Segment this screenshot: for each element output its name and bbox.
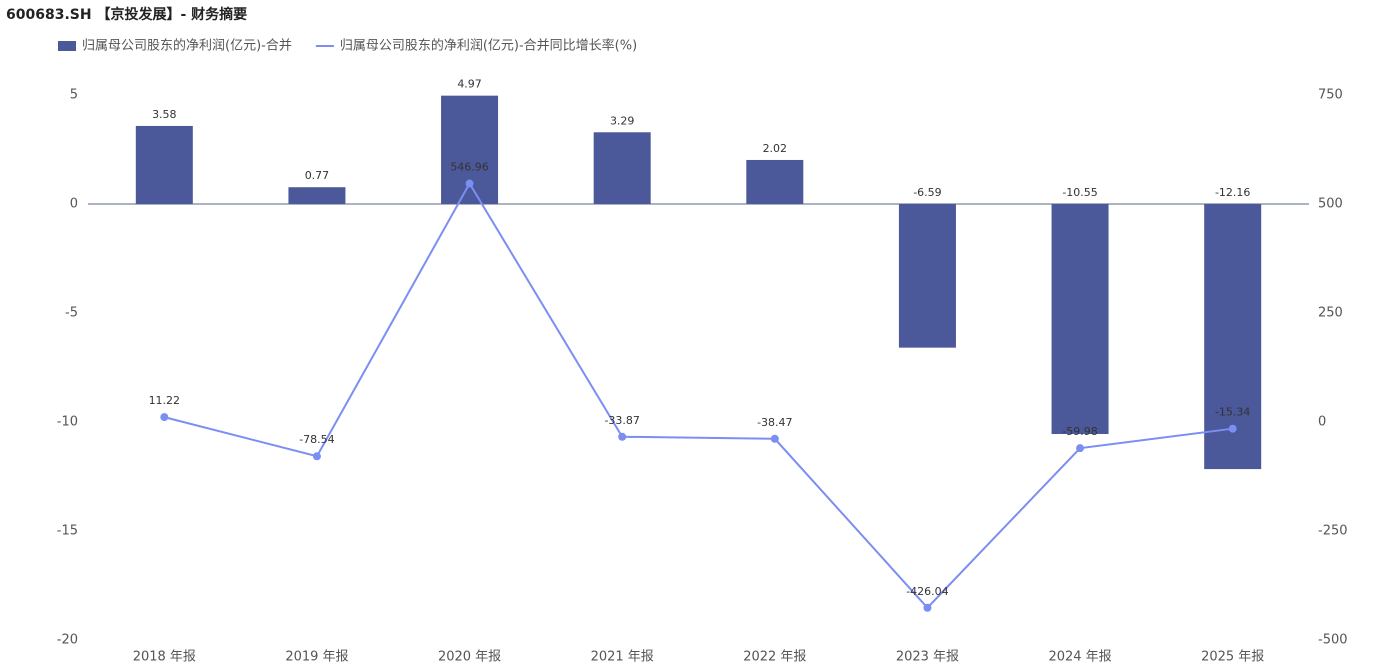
line-value-label: 546.96	[450, 161, 489, 174]
x-tick-label: 2024 年报	[1048, 650, 1111, 665]
x-tick-label: 2022 年报	[743, 650, 806, 665]
x-tick-label: 2018 年报	[133, 650, 196, 665]
bar-value-label: -12.16	[1215, 186, 1250, 199]
line-point	[160, 413, 169, 422]
bar	[288, 187, 346, 204]
legend-label: 归属母公司股东的净利润(亿元)-合并	[82, 38, 292, 54]
bar	[593, 132, 651, 204]
y2-tick-label: 250	[1318, 306, 1343, 321]
y2-tick-label: 0	[1318, 415, 1326, 430]
bar-value-label: 2.02	[763, 142, 788, 155]
line-point	[1228, 424, 1237, 433]
y-tick-label: -5	[65, 306, 78, 321]
line-point	[465, 179, 474, 188]
y-tick-label: -10	[57, 415, 78, 430]
x-tick-label: 2020 年报	[438, 650, 501, 665]
x-tick-label: 2023 年报	[896, 650, 959, 665]
x-tick-label: 2025 年报	[1201, 650, 1264, 665]
line-point	[770, 434, 779, 443]
bar-value-label: 3.29	[610, 114, 635, 127]
y-tick-label: -20	[57, 633, 78, 648]
bar-value-label: 0.77	[305, 169, 330, 182]
legend-label: 归属母公司股东的净利润(亿元)-合并同比增长率(%)	[340, 38, 637, 54]
line	[164, 181, 1233, 610]
legend-swatch	[58, 41, 76, 51]
line-point	[618, 432, 627, 441]
line-point	[923, 603, 932, 612]
bar	[746, 159, 804, 204]
line-value-label: 11.22	[149, 394, 181, 407]
y-tick-label: 5	[70, 88, 78, 103]
y-tick-label: -15	[57, 524, 78, 539]
x-tick-label: 2019 年报	[285, 650, 348, 665]
y2-tick-label: -500	[1318, 633, 1348, 648]
line-value-label: -426.04	[906, 585, 948, 598]
line-value-label: -15.34	[1215, 406, 1250, 419]
bar-value-label: -6.59	[913, 186, 941, 199]
bar	[1051, 204, 1109, 434]
bar	[135, 125, 193, 204]
line-value-label: -78.54	[299, 433, 334, 446]
bar	[441, 95, 499, 204]
bar-value-label: -10.55	[1062, 186, 1097, 199]
bar	[898, 204, 956, 348]
y2-tick-label: 500	[1318, 197, 1343, 212]
y2-tick-label: 750	[1318, 88, 1343, 103]
chart-title: 600683.SH 【京投发展】- 财务摘要	[6, 6, 247, 23]
x-tick-label: 2021 年报	[591, 650, 654, 665]
line-point	[1076, 444, 1085, 453]
y2-tick-label: -250	[1318, 524, 1348, 539]
line-value-label: -38.47	[757, 416, 792, 429]
bar-value-label: 3.58	[152, 108, 177, 121]
line-value-label: -33.87	[604, 414, 639, 427]
line-value-label: -59.98	[1062, 425, 1097, 438]
y-tick-label: 0	[70, 197, 78, 212]
bar-value-label: 4.97	[457, 78, 482, 91]
line-point	[312, 452, 321, 461]
